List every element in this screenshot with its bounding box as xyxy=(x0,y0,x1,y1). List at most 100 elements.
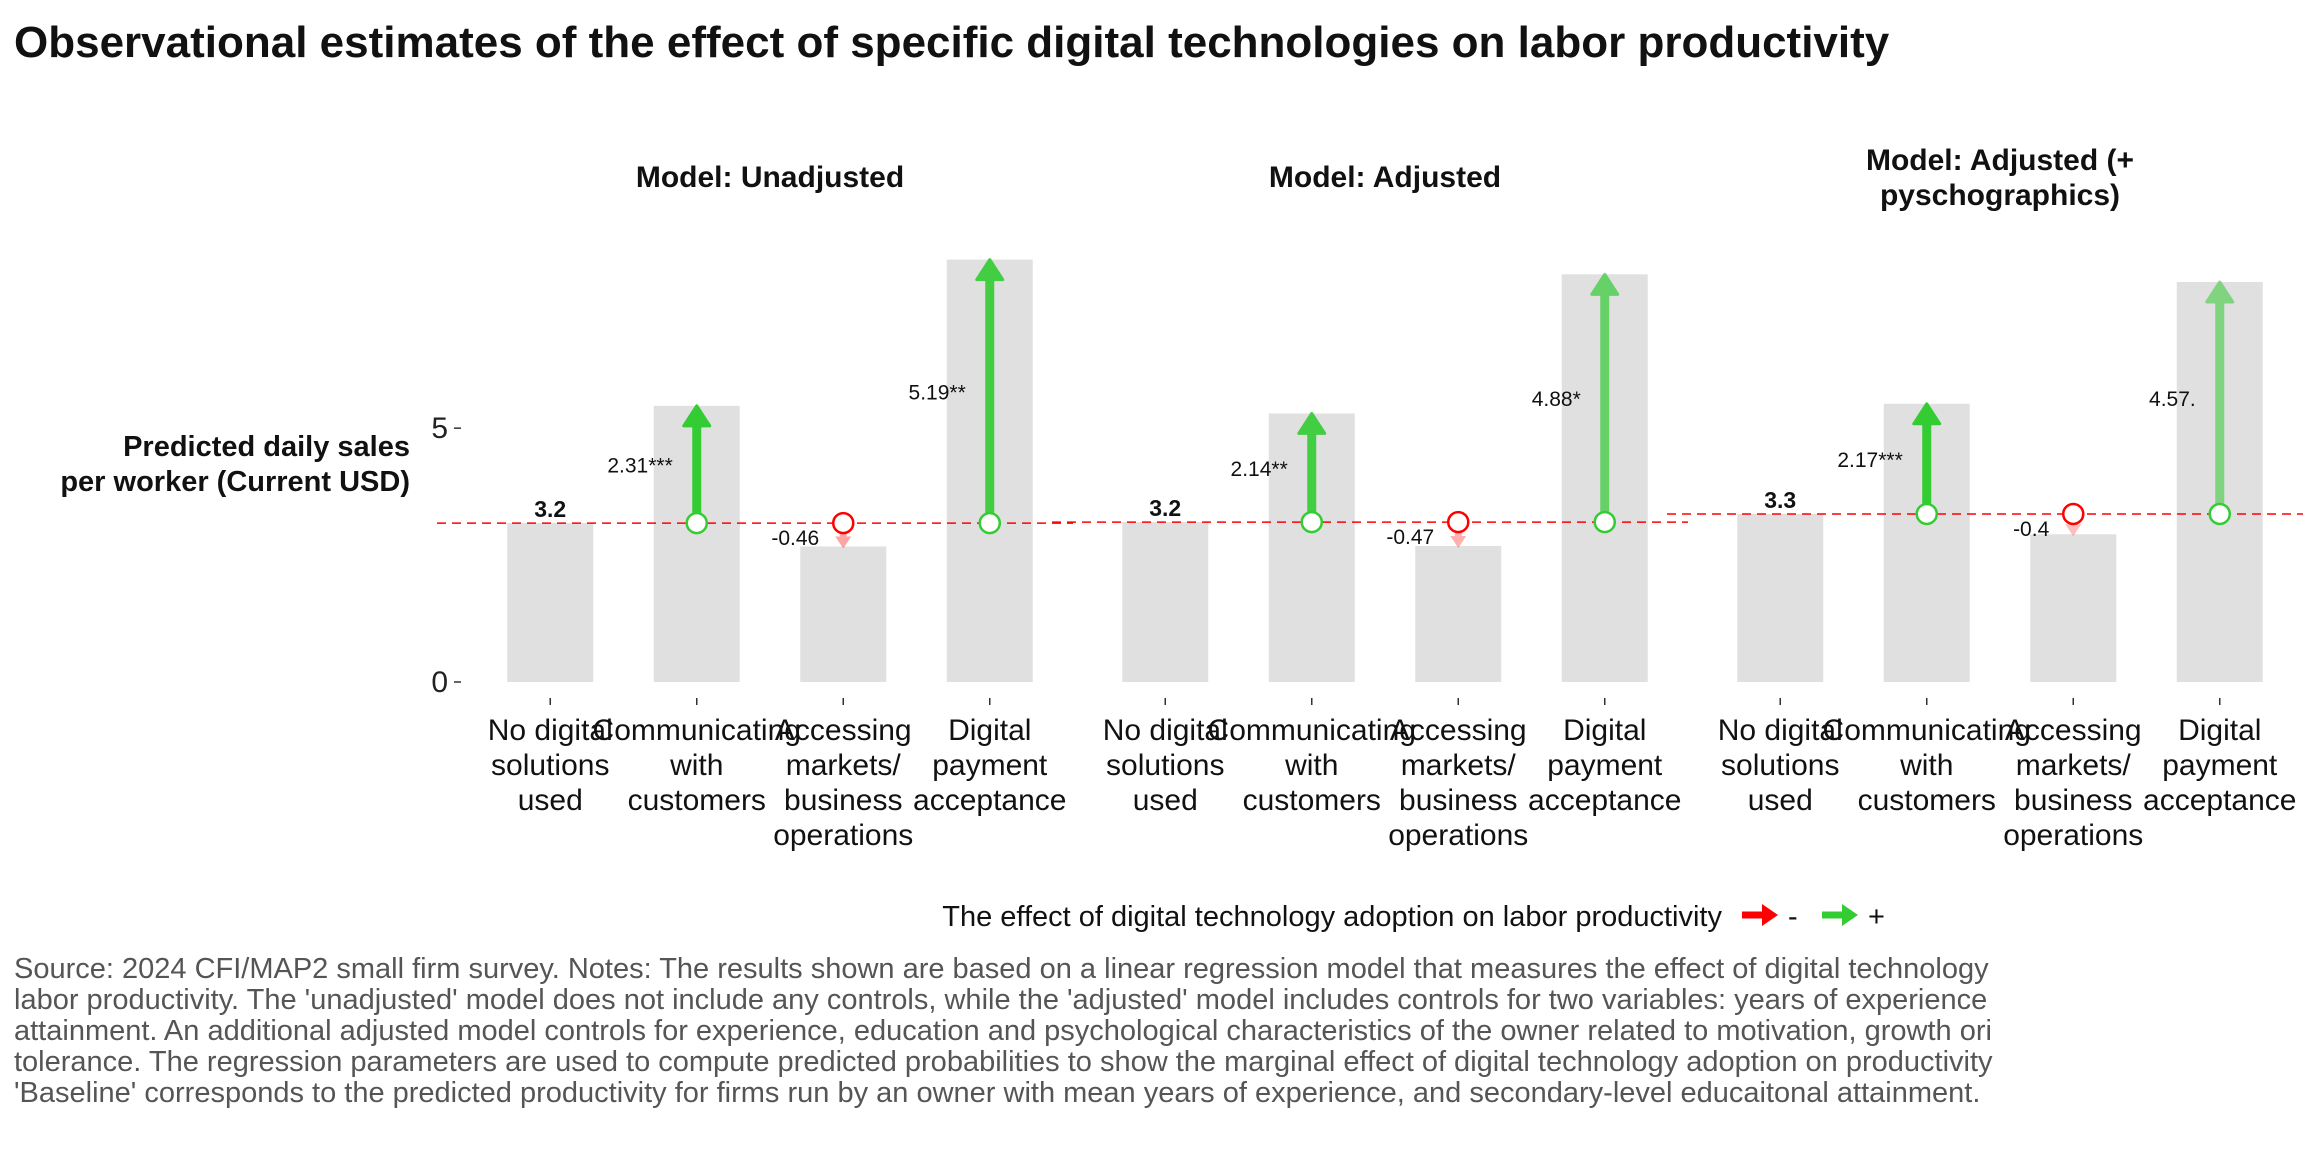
baseline-value-label: 3.2 xyxy=(534,496,566,522)
legend-title: The effect of digital technology adoptio… xyxy=(942,901,1722,933)
panel-title: Model: Unadjusted xyxy=(636,161,904,194)
x-tick-label: with xyxy=(1899,749,1953,782)
baseline-marker xyxy=(1915,502,1938,526)
baseline-value-label: 3.2 xyxy=(1149,495,1181,521)
x-tick-label: operations xyxy=(2003,819,2143,852)
baseline-marker xyxy=(685,511,708,535)
legend-label: + xyxy=(1868,901,1885,933)
x-tick-label: acceptance xyxy=(913,784,1066,817)
bar xyxy=(800,546,887,682)
bar xyxy=(507,523,594,682)
x-tick-label: used xyxy=(1133,784,1198,817)
x-tick-label: Digital xyxy=(1563,714,1646,747)
x-tick-label: payment xyxy=(1547,749,1663,782)
baseline-marker xyxy=(1300,510,1323,534)
x-tick-label: Accessing xyxy=(1390,714,1527,747)
effect-label: 2.31*** xyxy=(607,454,672,477)
effect-label: 4.57. xyxy=(2149,388,2196,411)
x-tick-label: acceptance xyxy=(1528,784,1681,817)
bar xyxy=(1122,522,1209,682)
x-tick-label: No digital xyxy=(1103,714,1228,747)
effect-label: -0.46 xyxy=(771,527,819,550)
x-tick-label: Communicating xyxy=(1823,714,2031,747)
effect-arrow-positive xyxy=(682,404,712,524)
x-tick-label: Digital xyxy=(948,714,1031,747)
panel-title: Model: Adjusted xyxy=(1269,161,1501,194)
x-tick-label: payment xyxy=(2162,749,2278,782)
caption-line: 'Baseline' corresponds to the predicted … xyxy=(14,1077,1981,1109)
x-tick-label: with xyxy=(1284,749,1338,782)
arrow-head xyxy=(1590,272,1620,296)
caption: Source: 2024 CFI/MAP2 small firm survey.… xyxy=(14,954,2304,1109)
x-tick-label: markets/ xyxy=(786,749,902,782)
effect-label: -0.47 xyxy=(1386,526,1434,549)
y-axis-label-line: per worker (Current USD) xyxy=(60,466,410,498)
caption-line: labor productivity. The 'unadjusted' mod… xyxy=(14,984,1988,1016)
x-tick-label: used xyxy=(1748,784,1813,817)
x-tick-label: with xyxy=(669,749,723,782)
effect-label: 2.14** xyxy=(1231,458,1288,481)
effect-label: 4.88* xyxy=(1532,388,1581,411)
bar xyxy=(1415,545,1502,682)
bar xyxy=(2030,534,2117,682)
arrow-head xyxy=(975,258,1005,282)
x-tick-label: solutions xyxy=(1721,749,1839,782)
legend: The effect of digital technology adoptio… xyxy=(942,901,1885,933)
x-tick-label: Accessing xyxy=(2005,714,2142,747)
arrow-head xyxy=(1297,411,1327,435)
effect-arrow-positive xyxy=(1590,272,1620,523)
panel-title: pyschographics) xyxy=(1880,179,2120,212)
effect-arrow-positive xyxy=(1297,411,1327,523)
x-tick-label: Communicating xyxy=(593,714,801,747)
baseline-marker xyxy=(978,511,1001,535)
baseline-marker xyxy=(2062,502,2085,526)
x-tick-label: business xyxy=(1399,784,1517,817)
y-axis-label-line: Predicted daily sales xyxy=(123,431,410,463)
x-tick-label: business xyxy=(2014,784,2132,817)
x-tick-label: used xyxy=(518,784,583,817)
arrow-head xyxy=(2065,524,2082,537)
x-tick-label: acceptance xyxy=(2143,784,2296,817)
legend-label: - xyxy=(1788,901,1798,933)
panel: Model: Adjusted (+pyschographics) 3.3 2.17… xyxy=(1667,144,2303,852)
arrow-head xyxy=(1450,535,1467,548)
baseline-marker xyxy=(1447,510,1470,534)
y-axis: 05 xyxy=(431,412,461,699)
arrow-head xyxy=(2205,280,2235,304)
panel: Model: Adjusted 3.2 2.14** -0.47 4.88* No dig… xyxy=(1052,161,1688,852)
x-tick-label: business xyxy=(784,784,902,817)
x-tick-label: Digital xyxy=(2178,714,2261,747)
caption-line: tolerance. The regression parameters are… xyxy=(14,1046,1993,1078)
x-tick-label: solutions xyxy=(1106,749,1224,782)
arrow-head xyxy=(682,404,712,428)
arrow-head xyxy=(1912,402,1942,426)
chart-title: Observational estimates of the effect of… xyxy=(14,18,1890,67)
legend-arrow-head xyxy=(1762,904,1778,926)
effect-arrow-positive xyxy=(2205,280,2235,514)
bar xyxy=(1737,513,1824,682)
effect-label: -0.4 xyxy=(2013,518,2050,541)
legend-arrow-head xyxy=(1842,904,1858,926)
x-tick-label: operations xyxy=(773,819,913,852)
x-tick-label: customers xyxy=(628,784,766,817)
y-tick-label: 0 xyxy=(431,666,448,699)
effect-label: 5.19** xyxy=(909,381,966,404)
x-tick-label: customers xyxy=(1243,784,1381,817)
baseline-marker xyxy=(1593,510,1616,534)
caption-line: attainment. An additional adjusted model… xyxy=(14,1015,1992,1047)
effect-label: 2.17*** xyxy=(1837,449,1902,472)
x-tick-label: solutions xyxy=(491,749,609,782)
x-tick-label: customers xyxy=(1858,784,1996,817)
panel: Model: Unadjusted 3.2 2.31*** -0.46 5.19** No… xyxy=(437,161,1073,852)
x-tick-label: No digital xyxy=(1718,714,1843,747)
baseline-marker xyxy=(2208,502,2231,526)
x-tick-label: payment xyxy=(932,749,1048,782)
legend-item: - xyxy=(1742,901,1798,933)
chart-panels: Model: Unadjusted 3.2 2.31*** -0.46 5.19** No… xyxy=(437,144,2303,852)
x-tick-label: Communicating xyxy=(1208,714,1416,747)
x-tick-label: Accessing xyxy=(775,714,912,747)
x-tick-label: No digital xyxy=(488,714,613,747)
baseline-marker xyxy=(832,511,855,535)
